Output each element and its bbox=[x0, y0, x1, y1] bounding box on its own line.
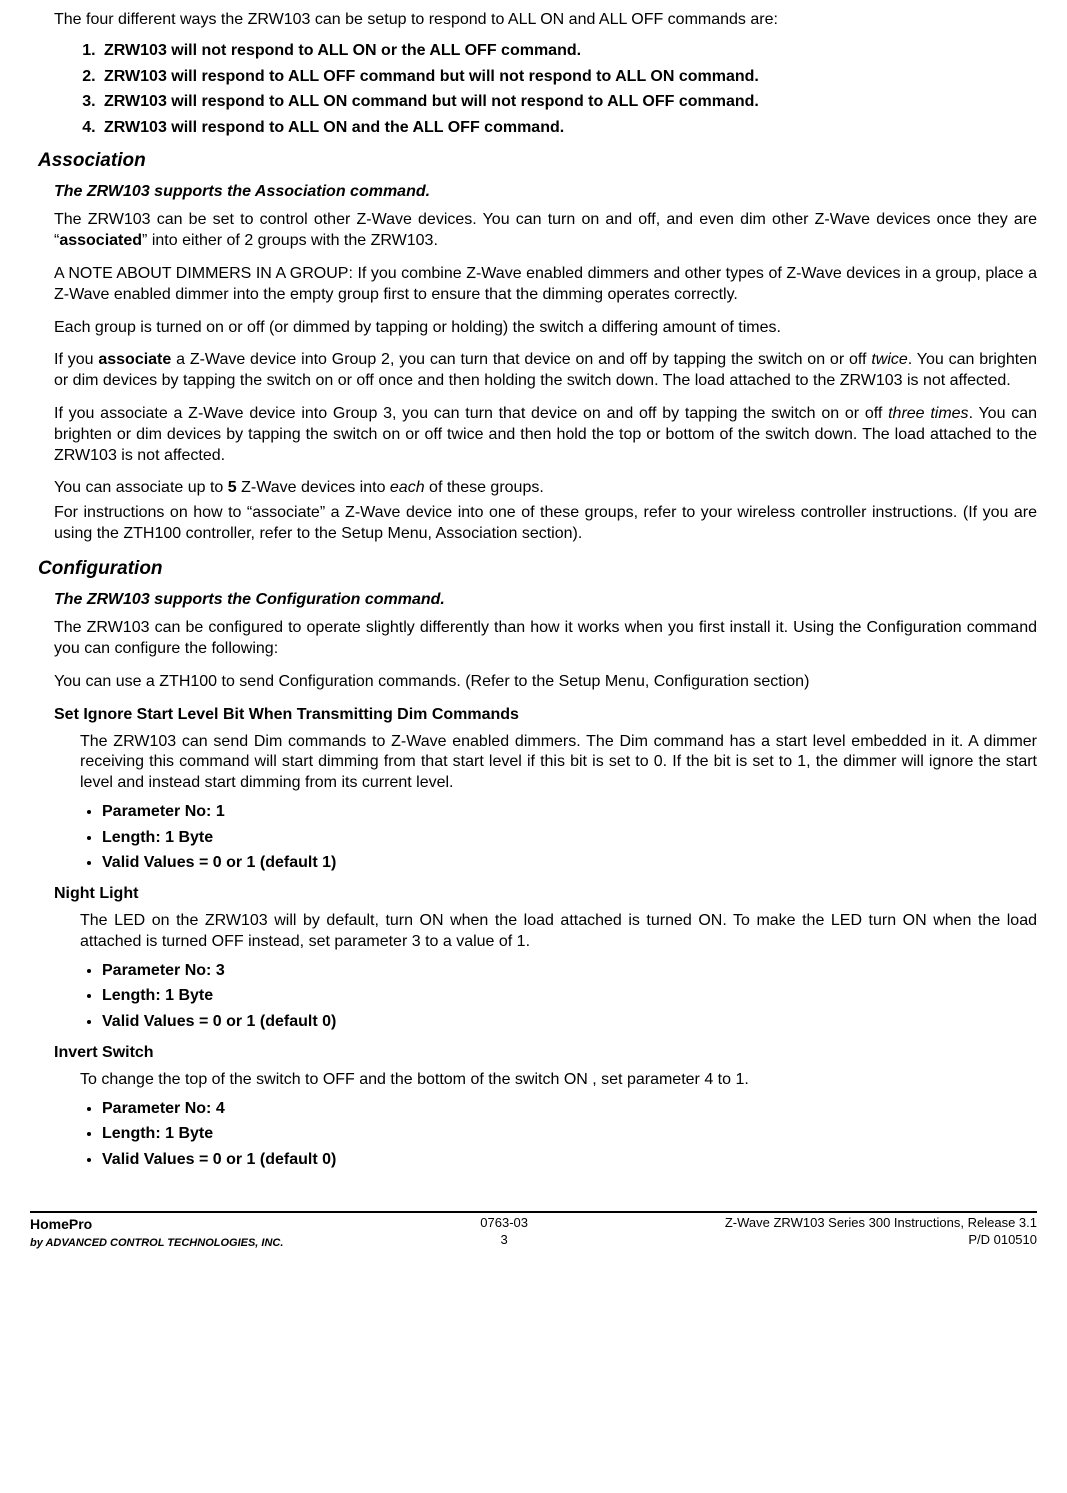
association-p2: A NOTE ABOUT DIMMERS IN A GROUP: If you … bbox=[54, 264, 1037, 306]
text-fragment: Z-Wave devices into bbox=[237, 479, 390, 496]
text-fragment: of these groups. bbox=[425, 479, 544, 496]
text-fragment: You can associate up to bbox=[54, 479, 228, 496]
text-fragment-bold: 5 bbox=[228, 479, 237, 496]
text-fragment-italic: three times bbox=[888, 405, 968, 422]
setup-mode-item: ZRW103 will respond to ALL ON command bu… bbox=[100, 92, 1037, 113]
text-fragment-italic: each bbox=[390, 479, 425, 496]
footer-center: 0763-03 3 bbox=[480, 1215, 528, 1251]
config-item-title: Set Ignore Start Level Bit When Transmit… bbox=[54, 705, 1037, 726]
footer-byline: by ADVANCED CONTROL TECHNOLOGIES, INC. bbox=[30, 1237, 283, 1249]
text-fragment: ” into either of 2 groups with the ZRW10… bbox=[142, 232, 438, 249]
setup-mode-item: ZRW103 will not respond to ALL ON or the… bbox=[100, 41, 1037, 62]
association-p4: If you associate a Z-Wave device into Gr… bbox=[54, 350, 1037, 392]
param-list: Parameter No: 1 Length: 1 Byte Valid Val… bbox=[84, 802, 1037, 874]
text-fragment-italic: twice bbox=[871, 351, 907, 368]
param-item: Valid Values = 0 or 1 (default 0) bbox=[102, 1150, 1037, 1171]
association-header: Association bbox=[38, 149, 1037, 174]
text-fragment-bold: associate bbox=[98, 351, 171, 368]
page-footer: HomePro by ADVANCED CONTROL TECHNOLOGIES… bbox=[30, 1215, 1037, 1251]
param-item: Parameter No: 1 bbox=[102, 802, 1037, 823]
text-fragment-bold: associated bbox=[59, 232, 142, 249]
footer-right: Z-Wave ZRW103 Series 300 Instructions, R… bbox=[725, 1215, 1037, 1251]
setup-mode-item: ZRW103 will respond to ALL OFF command b… bbox=[100, 67, 1037, 88]
text-fragment: If you bbox=[54, 351, 98, 368]
configuration-p2: You can use a ZTH100 to send Configurati… bbox=[54, 672, 1037, 693]
footer-title: Z-Wave ZRW103 Series 300 Instructions, R… bbox=[725, 1215, 1037, 1230]
param-item: Valid Values = 0 or 1 (default 1) bbox=[102, 853, 1037, 874]
config-item-title: Invert Switch bbox=[54, 1043, 1037, 1064]
footer-brand: HomePro bbox=[30, 1216, 92, 1232]
param-item: Length: 1 Byte bbox=[102, 1124, 1037, 1145]
config-item-title: Night Light bbox=[54, 884, 1037, 905]
association-p6: You can associate up to 5 Z-Wave devices… bbox=[54, 478, 1037, 499]
config-item-body: To change the top of the switch to OFF a… bbox=[80, 1070, 1037, 1091]
text-fragment: a Z-Wave device into Group 2, you can tu… bbox=[171, 351, 871, 368]
param-item: Parameter No: 3 bbox=[102, 961, 1037, 982]
config-item-body: The LED on the ZRW103 will by default, t… bbox=[80, 911, 1037, 953]
intro-text: The four different ways the ZRW103 can b… bbox=[54, 10, 1037, 31]
footer-divider bbox=[30, 1211, 1037, 1213]
footer-pd: P/D 010510 bbox=[968, 1232, 1037, 1247]
param-item: Length: 1 Byte bbox=[102, 828, 1037, 849]
setup-modes-list: ZRW103 will not respond to ALL ON or the… bbox=[70, 41, 1037, 139]
param-item: Length: 1 Byte bbox=[102, 986, 1037, 1007]
association-p7: For instructions on how to “associate” a… bbox=[54, 503, 1037, 545]
param-item: Parameter No: 4 bbox=[102, 1099, 1037, 1120]
footer-pageno: 3 bbox=[501, 1232, 508, 1247]
param-list: Parameter No: 4 Length: 1 Byte Valid Val… bbox=[84, 1099, 1037, 1171]
config-item-body: The ZRW103 can send Dim commands to Z-Wa… bbox=[80, 732, 1037, 794]
configuration-supports: The ZRW103 supports the Configuration co… bbox=[54, 590, 1037, 611]
param-list: Parameter No: 3 Length: 1 Byte Valid Val… bbox=[84, 961, 1037, 1033]
association-p5: If you associate a Z-Wave device into Gr… bbox=[54, 404, 1037, 466]
text-fragment: If you associate a Z-Wave device into Gr… bbox=[54, 405, 888, 422]
footer-docno: 0763-03 bbox=[480, 1215, 528, 1230]
param-item: Valid Values = 0 or 1 (default 0) bbox=[102, 1012, 1037, 1033]
configuration-header: Configuration bbox=[38, 557, 1037, 582]
association-supports: The ZRW103 supports the Association comm… bbox=[54, 182, 1037, 203]
setup-mode-item: ZRW103 will respond to ALL ON and the AL… bbox=[100, 118, 1037, 139]
footer-left: HomePro by ADVANCED CONTROL TECHNOLOGIES… bbox=[30, 1215, 283, 1251]
configuration-p1: The ZRW103 can be configured to operate … bbox=[54, 618, 1037, 660]
association-p3: Each group is turned on or off (or dimme… bbox=[54, 318, 1037, 339]
association-p1: The ZRW103 can be set to control other Z… bbox=[54, 210, 1037, 252]
